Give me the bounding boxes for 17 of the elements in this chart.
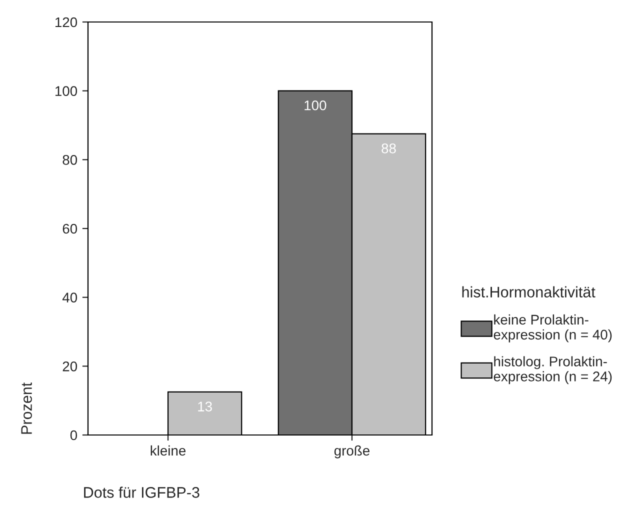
y-axis-title: Prozent: [21, 382, 32, 434]
legend-label: histolog. Prolaktin- expression (n = 24): [494, 356, 612, 384]
data-label: 13: [198, 402, 212, 412]
y-tick-label: 100: [55, 86, 78, 96]
x-tick-label: kleine: [150, 445, 186, 456]
data-label: 100: [304, 100, 326, 110]
legend-title: hist.Hormonaktivität: [462, 286, 596, 298]
x-tick-label: große: [334, 445, 370, 458]
y-tick-label: 80: [62, 155, 78, 165]
data-label: 88: [382, 143, 396, 154]
y-tick-label: 0: [70, 430, 78, 440]
x-axis-title: Dots für IGFBP-3: [84, 486, 200, 498]
y-tick-label: 120: [55, 17, 78, 28]
y-tick-label: 40: [62, 292, 78, 303]
y-tick-label: 20: [62, 362, 78, 372]
legend-label: keine Prolaktin- expression (n = 40): [494, 314, 612, 342]
y-tick-label: 60: [62, 224, 78, 234]
